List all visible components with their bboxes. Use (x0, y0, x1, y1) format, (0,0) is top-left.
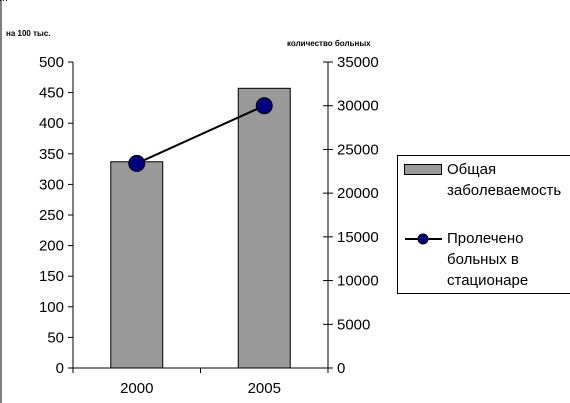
left-tick-label: 300 (39, 176, 64, 193)
legend-label-bar-line2: заболеваемость (447, 182, 561, 199)
left-tick-label: 200 (39, 238, 64, 255)
right-tick-label: 15000 (337, 229, 379, 246)
left-tick-label: 500 (39, 54, 64, 71)
left-tick-label: 150 (39, 268, 64, 285)
legend-label-line-line2: больных в (447, 251, 519, 268)
left-tick-label: 50 (47, 329, 64, 346)
right-axis-title: количество больных (287, 39, 371, 48)
line-point-2005 (255, 97, 273, 115)
right-tick-label: 20000 (337, 185, 379, 202)
line-path (136, 104, 265, 165)
line-point-2000 (128, 154, 146, 172)
right-tick-label: 35000 (337, 54, 379, 71)
left-tick-label: 250 (39, 207, 64, 224)
right-tick-label: 5000 (337, 316, 370, 333)
right-tick-label: 30000 (337, 98, 379, 115)
left-tick-label: 0 (56, 360, 64, 377)
right-tick-label: 25000 (337, 141, 379, 158)
left-tick-label: 400 (39, 115, 64, 132)
legend-label-line-line1: Пролечено (447, 230, 524, 247)
left-tick-label: 350 (39, 146, 64, 163)
legend-swatch-bar (404, 164, 442, 175)
line-series (128, 97, 273, 172)
legend: Общая заболеваемость Пролечено больных в… (397, 155, 570, 294)
left-axis: 0 50 100 150 200 250 300 350 400 450 500 (39, 54, 74, 377)
left-tick-label: 450 (39, 85, 64, 102)
legend-label-line-line3: стационаре (447, 272, 528, 289)
legend-swatch-marker (417, 233, 429, 245)
x-tick-label: 2000 (120, 380, 153, 397)
x-tick-label: 2005 (248, 380, 281, 397)
legend-box (397, 155, 570, 294)
right-tick-label: 0 (337, 360, 345, 377)
right-tick-label: 10000 (337, 273, 379, 290)
right-axis: 0 5000 10000 15000 20000 25000 30000 35000 (323, 54, 379, 377)
legend-label-bar-line1: Общая (447, 161, 496, 178)
x-axis: 2000 2005 (68, 367, 329, 397)
bar-2005 (237, 87, 291, 369)
left-tick-label: 100 (39, 299, 64, 316)
bar-series (110, 87, 291, 369)
left-axis-title: на 100 тыс. (6, 29, 51, 38)
bar-2000 (110, 161, 164, 369)
